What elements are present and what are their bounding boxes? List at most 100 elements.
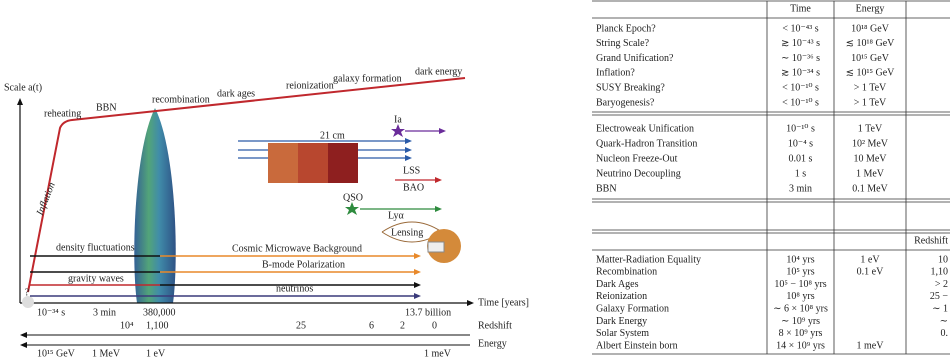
21cm-map <box>328 143 358 183</box>
table-row-label: Electroweak Unification <box>596 123 694 134</box>
table-time: ≳ 10⁻³⁴ s <box>781 68 820 79</box>
probe-label: QSO <box>343 192 363 203</box>
table-energy: 1 TeV <box>858 123 883 134</box>
epoch-label: galaxy formation <box>333 73 402 84</box>
inflation-label: Inflation <box>34 181 57 218</box>
table-redshift: 25 − <box>930 291 949 302</box>
table-row-label: Reionization <box>596 291 647 302</box>
table-time: ∼ 10⁹ yrs <box>781 316 820 327</box>
epoch-label: recombination <box>152 94 210 105</box>
table-row-label: Grand Unification? <box>596 53 674 64</box>
arrow-head <box>17 98 23 105</box>
table-row-label: Neutrino Decoupling <box>596 168 681 179</box>
table-time: < 10⁻¹⁰ s <box>782 82 819 93</box>
figure: Scale a(t)Time [years]Inflation?reheatin… <box>0 0 950 361</box>
table-time: 3 min <box>789 183 812 194</box>
table-row-label: Dark Energy <box>596 316 647 327</box>
probe-label: B-mode Polarization <box>262 259 345 270</box>
epoch-label: BBN <box>96 102 117 113</box>
table-row-label: String Scale? <box>596 38 650 49</box>
probe-label: 21 cm <box>320 130 345 141</box>
redshift-tick-label: 1,100 <box>146 320 169 331</box>
probe-label: LSS <box>403 165 420 176</box>
arrow-head <box>405 155 412 161</box>
table-time: 8 × 10⁹ yrs <box>779 328 823 339</box>
table-row-label: Quark-Hadron Transition <box>596 138 697 149</box>
table-energy: 0.1 eV <box>857 267 884 278</box>
table-time: 10⁵ yrs <box>786 267 814 278</box>
table-redshift: ∼ 1 <box>932 303 948 314</box>
table-energy: ≲ 10¹⁸ GeV <box>846 38 896 49</box>
table-energy: > 1 TeV <box>854 97 887 108</box>
table-time: 10⁻⁴ s <box>788 138 813 149</box>
satellite-body <box>428 242 444 252</box>
table-time: < 10⁻⁴³ s <box>782 23 818 34</box>
table-redshift: 0. <box>941 328 949 339</box>
table-row-label: Nucleon Freeze-Out <box>596 153 678 164</box>
energy-tick-label: 10¹⁵ GeV <box>37 348 76 359</box>
table-energy: 1 eV <box>860 254 880 265</box>
arrow-head <box>20 342 27 348</box>
energy-label: Energy <box>478 338 507 349</box>
probe-label: gravity waves <box>68 273 124 284</box>
table-energy: 1 meV <box>857 340 885 351</box>
table-time: ≳ 10⁻⁴³ s <box>781 38 820 49</box>
table-row-label: Planck Epoch? <box>596 23 656 34</box>
arrow-head <box>439 128 446 134</box>
table-row-label: Matter-Radiation Equality <box>596 254 701 265</box>
table-energy: 0.1 MeV <box>852 183 888 194</box>
probe-label: neutrinos <box>276 283 313 294</box>
table-energy: 1 MeV <box>856 168 885 179</box>
energy-tick-label: 1 MeV <box>92 348 121 359</box>
table-time: ∼ 6 × 10⁸ yrs <box>773 303 828 314</box>
unknown-label: ? <box>25 287 30 298</box>
probe-label: BAO <box>403 182 424 193</box>
time-tick-label: 13.7 billion <box>405 307 451 318</box>
probe-label: Lensing <box>391 227 423 238</box>
table-row-label: Inflation? <box>596 68 635 79</box>
table-energy: > 1 TeV <box>854 82 887 93</box>
table-energy: 10¹⁵ GeV <box>851 53 890 64</box>
21cm-map <box>298 143 328 183</box>
arrow-head <box>405 147 412 153</box>
time-tick-label: 380,000 <box>143 307 176 318</box>
arrow-head <box>405 138 412 144</box>
table-row-label: Solar System <box>596 328 649 339</box>
table-energy: 10¹⁸ GeV <box>851 23 890 34</box>
table-row-label: SUSY Breaking? <box>596 82 665 93</box>
arrow-head <box>414 269 421 275</box>
redshift-tick-label: 2 <box>400 320 405 331</box>
table-time: 10⁸ yrs <box>786 291 814 302</box>
scale-curve <box>28 78 465 292</box>
qso-star <box>345 202 359 215</box>
arrow-head <box>414 253 421 259</box>
table-time: 10⁵ − 10⁸ yrs <box>774 279 826 290</box>
probe-label: Cosmic Microwave Background <box>232 243 362 254</box>
arrow-head <box>414 282 421 288</box>
probe-label: density fluctuations <box>56 242 135 253</box>
table-time: ∼ 10⁻³⁶ s <box>781 53 820 64</box>
table-time: 0.01 s <box>789 153 813 164</box>
table-row-label: Galaxy Formation <box>596 303 669 314</box>
epoch-label: reionization <box>286 80 334 91</box>
ia-star <box>391 124 405 137</box>
time-tick-label: 3 min <box>93 307 116 318</box>
epoch-label: dark energy <box>415 66 462 77</box>
21cm-map <box>268 143 298 183</box>
table-energy: ≲ 10¹⁵ GeV <box>846 68 896 79</box>
redshift-label: Redshift <box>478 320 512 331</box>
table-row-label: Recombination <box>596 267 657 278</box>
redshift-tick-label: 25 <box>296 320 306 331</box>
probe-label: Lyα <box>388 210 405 221</box>
time-tick-label: 10⁻³⁴ s <box>37 307 65 318</box>
table-time: 1 s <box>795 168 807 179</box>
redshift-tick-label: 10⁴ <box>120 320 134 331</box>
table-row-label: Dark Ages <box>596 279 639 290</box>
arrow-head <box>435 177 442 183</box>
table-energy: 10² MeV <box>852 138 889 149</box>
energy-tick-label: 1 eV <box>146 348 166 359</box>
table-energy: 10 MeV <box>853 153 887 164</box>
epoch-label: reheating <box>44 108 81 119</box>
arrow-head <box>20 332 27 338</box>
arrow-head <box>435 206 442 212</box>
